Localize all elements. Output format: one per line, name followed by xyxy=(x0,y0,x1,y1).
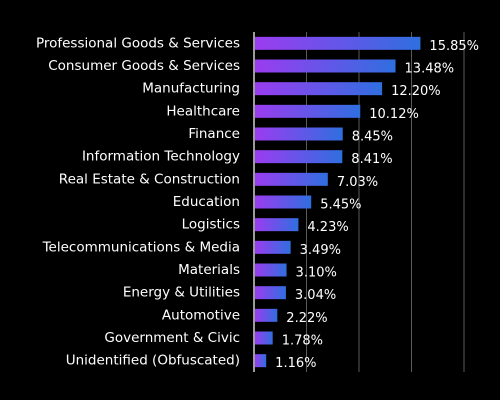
bar-4 xyxy=(255,127,343,141)
category-label-1: Consumer Goods & Services xyxy=(48,58,240,74)
category-label-4: Finance xyxy=(188,126,240,142)
value-label-8: 4.23% xyxy=(307,220,348,235)
category-label-2: Manufacturing xyxy=(142,81,240,97)
bar-12 xyxy=(255,308,278,322)
value-labels: 15.85% 13.48% 12.20% 10.12% 8.45% 8.41% 7.03% 5… xyxy=(275,39,479,371)
category-labels: Professional Goods & Services Consumer Go… xyxy=(36,35,240,368)
bar-5 xyxy=(255,150,343,164)
value-label-9: 3.49% xyxy=(300,243,341,258)
bar-11 xyxy=(255,286,286,300)
category-label-7: Education xyxy=(173,194,240,210)
category-label-11: Energy & Utilities xyxy=(123,285,240,301)
category-label-12: Automotive xyxy=(162,307,240,323)
category-label-10: Materials xyxy=(178,262,240,278)
bar-13 xyxy=(255,331,273,345)
value-label-10: 3.10% xyxy=(296,266,337,281)
value-label-0: 15.85% xyxy=(429,39,479,54)
bar-14 xyxy=(255,354,267,368)
category-label-14: Unidentified (Obfuscated) xyxy=(66,353,240,369)
bar-8 xyxy=(255,218,299,232)
value-label-3: 10.12% xyxy=(369,107,419,122)
category-label-0: Professional Goods & Services xyxy=(36,35,240,51)
bars xyxy=(255,36,421,368)
value-label-5: 8.41% xyxy=(351,152,392,167)
bar-9 xyxy=(255,240,291,254)
bar-10 xyxy=(255,263,287,277)
value-label-13: 1.78% xyxy=(282,334,323,349)
category-label-13: Government & Civic xyxy=(104,330,240,346)
bar-2 xyxy=(255,82,383,96)
bar-3 xyxy=(255,104,361,118)
category-label-6: Real Estate & Construction xyxy=(59,171,240,187)
category-label-9: Telecommunications & Media xyxy=(42,239,240,255)
value-label-12: 2.22% xyxy=(286,311,327,326)
category-label-5: Information Technology xyxy=(82,149,240,165)
value-label-7: 5.45% xyxy=(320,198,361,213)
bar-1 xyxy=(255,59,396,73)
value-label-1: 13.48% xyxy=(405,62,455,77)
bar-6 xyxy=(255,172,328,186)
category-label-8: Logistics xyxy=(182,217,240,233)
bar-0 xyxy=(255,36,421,50)
value-label-2: 12.20% xyxy=(391,84,441,99)
value-label-6: 7.03% xyxy=(337,175,378,190)
category-label-3: Healthcare xyxy=(166,103,240,119)
value-label-4: 8.45% xyxy=(352,130,393,145)
bar-7 xyxy=(255,195,312,209)
value-label-11: 3.04% xyxy=(295,288,336,303)
value-label-14: 1.16% xyxy=(275,356,316,371)
